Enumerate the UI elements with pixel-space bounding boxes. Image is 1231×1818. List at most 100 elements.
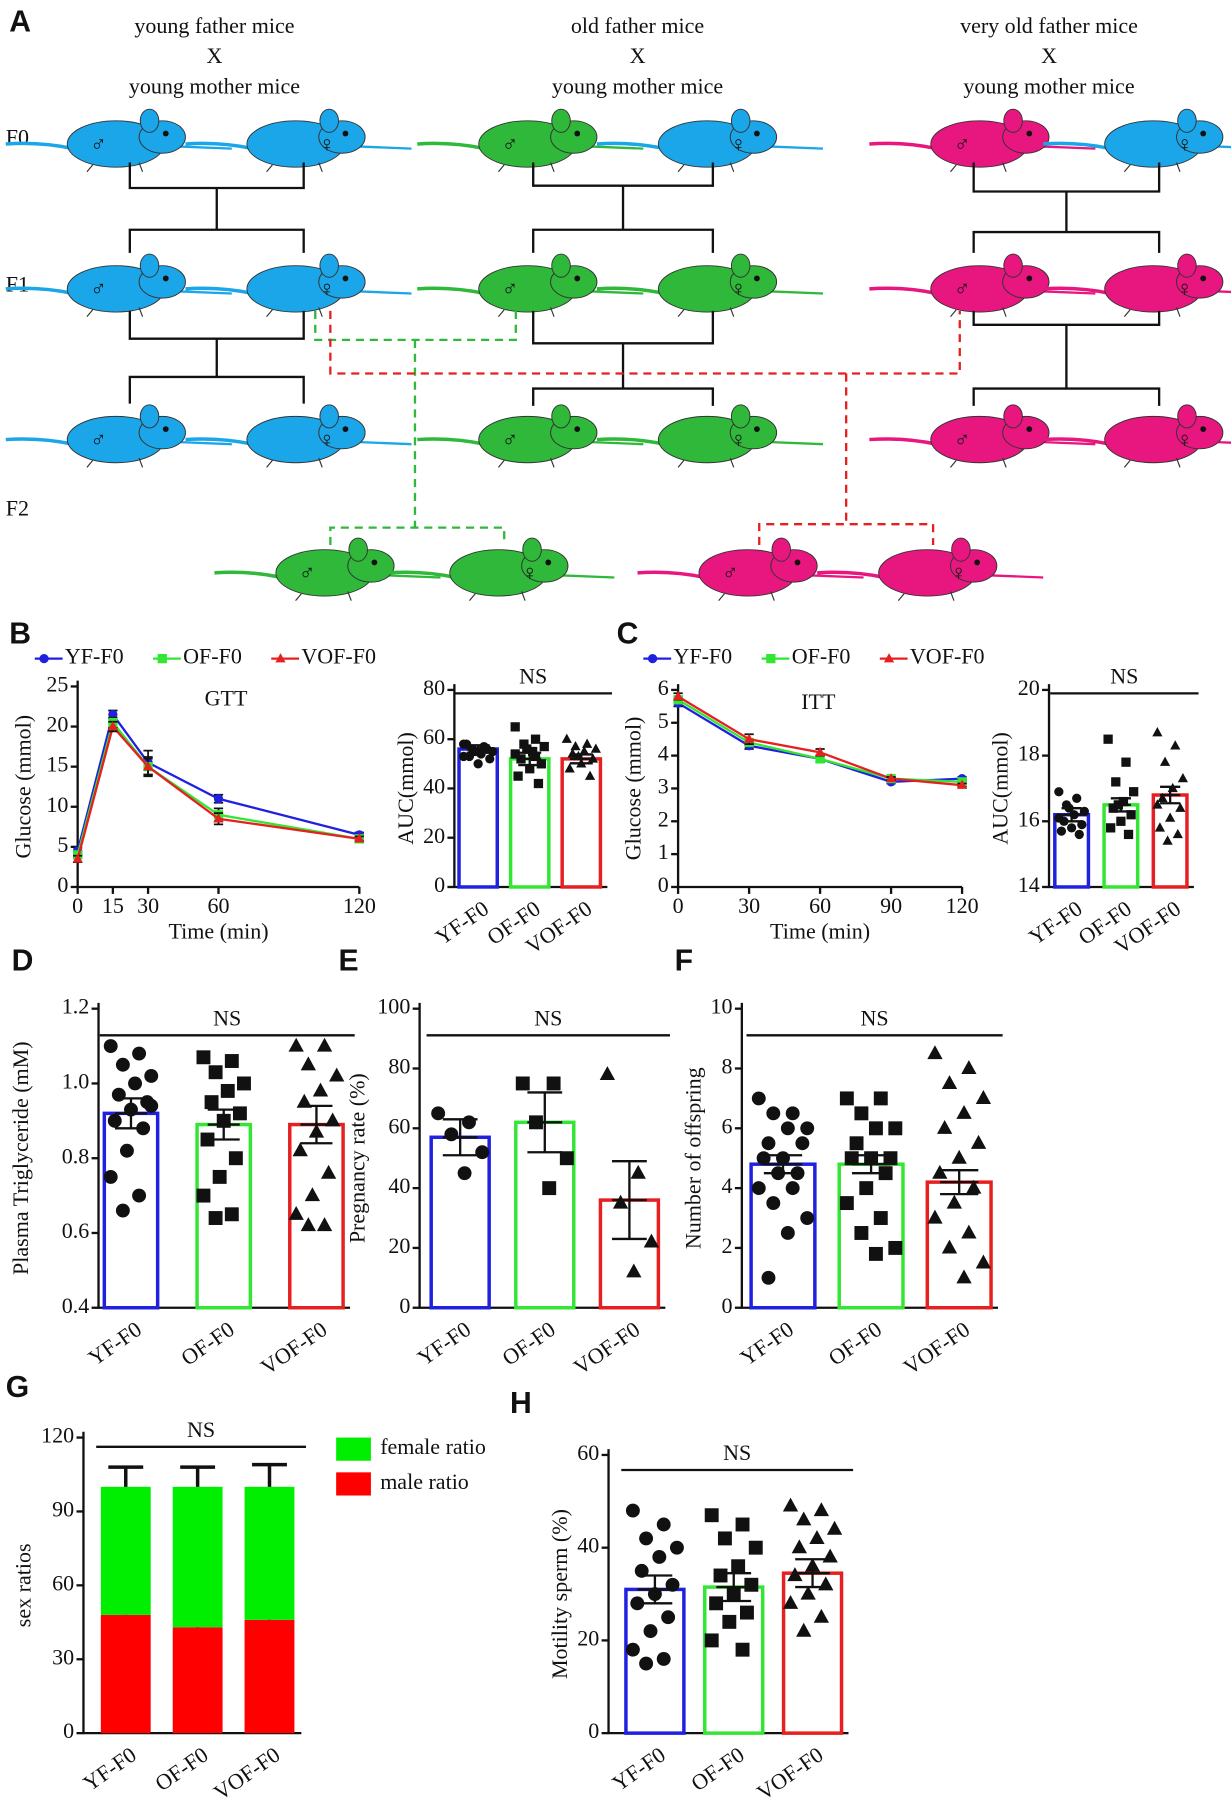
- marker: [208, 1065, 223, 1080]
- mouse: ♂: [417, 253, 644, 318]
- mouse-eye: [1200, 426, 1207, 433]
- mouse-leg: [550, 457, 555, 468]
- marker: [791, 1539, 807, 1554]
- marker: [213, 794, 224, 804]
- mouse-whisker: [353, 440, 412, 446]
- marker: [888, 1240, 903, 1255]
- marker: [975, 1090, 992, 1104]
- marker: [570, 741, 581, 751]
- mouse-tail: [388, 570, 456, 580]
- chart-title: ITT: [801, 689, 836, 714]
- mouse: ♂: [5, 404, 232, 468]
- marker: [639, 1656, 654, 1671]
- marker: [1152, 799, 1163, 809]
- x-tick-label: 120: [343, 893, 376, 918]
- mouse-whisker: [764, 440, 824, 446]
- connector: [532, 310, 715, 406]
- x-tick-label: YF-F0: [84, 1316, 146, 1370]
- error-bar: [300, 1104, 333, 1145]
- marker: [717, 1531, 732, 1546]
- y-tick-label: 0.4: [62, 1293, 90, 1318]
- y-tick-label: 20: [423, 823, 445, 848]
- sex-symbol: ♂: [90, 131, 107, 156]
- marker: [208, 1211, 223, 1225]
- x-tick-label: OF-F0: [150, 1742, 212, 1796]
- marker: [200, 1132, 215, 1147]
- generation-label: F0: [6, 124, 29, 149]
- mouse-ear: [1177, 253, 1197, 278]
- group-heading: young mother mice: [129, 73, 300, 98]
- y-tick-label: 40: [577, 1533, 599, 1558]
- marker: [639, 1531, 654, 1546]
- panel-label: B: [9, 617, 31, 650]
- sex-symbol: ♂: [299, 560, 316, 585]
- panel-label: A: [9, 5, 31, 38]
- marker: [951, 1149, 967, 1164]
- mouse: ♀: [185, 404, 412, 468]
- mouse-eye: [754, 130, 760, 137]
- dashed-connector: [329, 310, 961, 546]
- mouse-tail: [1043, 286, 1111, 296]
- sex-symbol: ♀: [521, 560, 538, 585]
- sex-symbol: ♀: [730, 276, 747, 301]
- mouse-eye: [754, 275, 760, 282]
- error-bar: [569, 753, 593, 765]
- connector: [972, 310, 1161, 406]
- legend-label: OF-F0: [792, 644, 851, 669]
- marker: [1159, 756, 1171, 766]
- marker: [735, 1642, 750, 1657]
- group-heading: X: [630, 43, 646, 68]
- panel-label: C: [617, 617, 639, 650]
- y-tick-label: 0.6: [62, 1218, 90, 1243]
- generation-label: F2: [6, 495, 29, 520]
- marker: [661, 1610, 676, 1625]
- mouse: ♀: [1043, 253, 1231, 318]
- marker: [612, 1194, 629, 1209]
- dashed-connector: [314, 310, 517, 546]
- marker: [704, 1508, 719, 1523]
- marker: [533, 778, 544, 789]
- marker: [354, 833, 365, 843]
- marker: [1172, 828, 1183, 839]
- mouse-tail: [185, 286, 254, 296]
- mouse-whisker: [353, 145, 412, 150]
- axis: [453, 684, 608, 889]
- sex-symbol: ♀: [1176, 427, 1193, 452]
- mouse-whisker: [353, 290, 412, 295]
- mouse-ear: [730, 253, 751, 278]
- marker: [1054, 787, 1064, 797]
- y-tick-label: 0.8: [62, 1143, 90, 1168]
- x-tick-label: YF-F0: [607, 1742, 669, 1796]
- mouse-ear: [139, 108, 160, 133]
- mouse: ♀: [817, 537, 1044, 602]
- mouse-eye: [545, 559, 552, 566]
- marker: [457, 1166, 472, 1181]
- bar-segment: [100, 1486, 151, 1615]
- sex-symbol: ♀: [319, 427, 336, 452]
- marker: [115, 1203, 130, 1218]
- y-axis-label: Number of offspring: [681, 1067, 706, 1249]
- mouse-leg: [497, 164, 505, 173]
- marker: [839, 1196, 854, 1211]
- marker: [1108, 803, 1118, 813]
- marker: [462, 1115, 476, 1130]
- sex-symbol: ♂: [502, 427, 519, 452]
- y-axis-label: Motility sperm (%): [547, 1509, 572, 1679]
- mouse-whisker: [1037, 290, 1096, 295]
- x-axis-label: Time (min): [770, 918, 870, 943]
- marker: [643, 1233, 660, 1248]
- marker: [1103, 734, 1113, 744]
- mouse-tail: [596, 437, 665, 446]
- marker: [312, 1082, 329, 1097]
- marker: [1106, 823, 1116, 833]
- marker: [813, 1608, 830, 1623]
- error-bar: [207, 1108, 240, 1141]
- legend-marker: [157, 653, 167, 664]
- mouse-leg: [897, 593, 905, 602]
- x-tick-label: VOF-F0: [899, 1316, 974, 1379]
- marker: [927, 1209, 943, 1224]
- legend-label: VOF-F0: [301, 644, 376, 669]
- marker: [672, 690, 684, 701]
- marker: [525, 764, 535, 774]
- x-tick-label: YF-F0: [736, 1316, 798, 1370]
